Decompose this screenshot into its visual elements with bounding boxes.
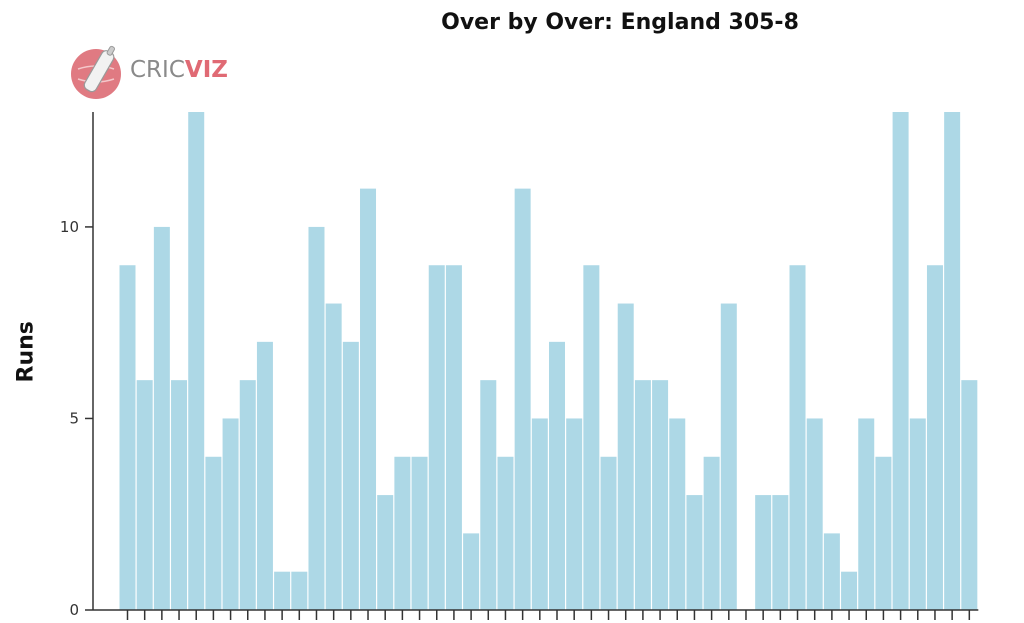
bar-over-12: [308, 226, 325, 611]
bar-over-50: [961, 380, 978, 610]
y-tick-label-0: 0: [69, 601, 79, 619]
bar-over-22: [480, 380, 497, 610]
bar-over-25: [531, 418, 548, 610]
bar-over-31: [634, 380, 651, 610]
bar-over-9: [256, 341, 273, 610]
bar-over-1: [119, 265, 136, 610]
bar-over-48: [926, 265, 943, 610]
bar-over-11: [291, 571, 308, 610]
bar-over-17: [394, 456, 411, 610]
bar-over-6: [205, 456, 222, 610]
cricviz-logo: CRICVIZ: [70, 43, 250, 105]
bar-over-14: [342, 341, 359, 610]
bar-over-26: [549, 341, 565, 610]
bar-over-46: [892, 112, 909, 610]
bar-over-41: [806, 418, 823, 610]
bar-over-39: [772, 495, 789, 610]
bar-over-29: [600, 456, 617, 610]
bar-over-20: [445, 265, 462, 610]
bar-over-35: [703, 456, 720, 610]
bar-over-24: [514, 188, 531, 610]
logo-text-cric: CRIC: [130, 57, 185, 83]
bar-over-23: [497, 456, 514, 610]
bar-over-34: [686, 495, 703, 610]
bar-over-42: [823, 533, 840, 610]
bar-over-27: [566, 418, 583, 610]
y-tick-label-5: 5: [69, 409, 79, 427]
bar-over-21: [463, 533, 480, 610]
bar-over-28: [583, 265, 600, 610]
bar-over-45: [875, 456, 892, 610]
bar-over-8: [239, 380, 256, 610]
bar-over-18: [411, 456, 428, 610]
cricket-bat-ball-icon: [71, 45, 121, 99]
bar-over-19: [428, 265, 445, 610]
logo-text: CRICVIZ: [130, 57, 228, 83]
bar-over-44: [858, 418, 875, 610]
bar-over-33: [669, 418, 686, 610]
bar-over-16: [377, 495, 394, 610]
bar-over-5: [188, 112, 205, 610]
bar-over-43: [841, 571, 858, 610]
bar-over-36: [720, 303, 737, 610]
bar-over-47: [909, 418, 926, 610]
chart-title: Over by Over: England 305-8: [441, 10, 799, 35]
bar-over-2: [136, 380, 153, 610]
bar-over-32: [652, 380, 669, 610]
bar-over-40: [789, 265, 806, 610]
bar-over-13: [325, 303, 342, 610]
bar-over-15: [360, 188, 377, 610]
y-tick-label-10: 10: [60, 218, 79, 236]
logo-text-viz: VIZ: [184, 57, 228, 83]
bar-over-10: [274, 571, 291, 610]
bar-over-3: [153, 226, 170, 611]
bar-over-7: [222, 418, 239, 610]
bar-over-4: [171, 380, 188, 610]
bar-over-49: [944, 112, 961, 610]
bar-over-30: [617, 303, 634, 610]
bar-over-38: [755, 495, 772, 610]
